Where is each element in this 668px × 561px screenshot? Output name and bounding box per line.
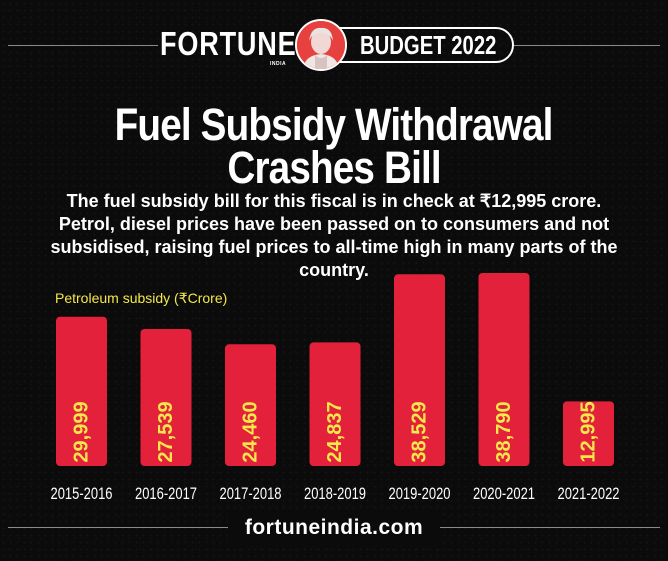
footer-url: fortuneindia.com xyxy=(244,516,424,539)
x-tick-label: 2021-2022 xyxy=(558,484,620,503)
x-tick-label: 2016-2017 xyxy=(135,484,197,503)
x-tick-label: 2020-2021 xyxy=(473,484,535,503)
header-rule-left xyxy=(8,45,158,46)
bar-2019-2020 xyxy=(394,274,445,466)
bar-value-label: 24,460 xyxy=(240,401,262,462)
bar-2017-2018 xyxy=(225,344,276,466)
x-tick-label: 2015-2016 xyxy=(51,484,113,503)
brand-logo: FORTUNE xyxy=(160,25,297,62)
x-tick-label: 2017-2018 xyxy=(220,484,282,503)
bar-value-label: 38,529 xyxy=(409,401,431,462)
portrait-image xyxy=(295,19,347,71)
x-tick-label: 2018-2019 xyxy=(304,484,366,503)
header-rule-right xyxy=(514,45,660,46)
bar-value-label: 12,995 xyxy=(578,401,600,462)
x-tick-label: 2019-2020 xyxy=(389,484,451,503)
chart-title-line1: Fuel Subsidy Withdrawal xyxy=(115,99,554,150)
bar-value-label: 38,790 xyxy=(493,401,515,462)
brand-sub: INDIA xyxy=(270,61,287,67)
bar-value-label: 27,539 xyxy=(155,401,177,462)
bar-2016-2017 xyxy=(140,328,192,466)
bar-2020-2021 xyxy=(478,272,530,466)
budget-badge-text: BUDGET 2022 xyxy=(360,30,497,60)
bar-value-label: 24,837 xyxy=(324,401,346,462)
footer-backdrop xyxy=(228,512,440,544)
chart-subtitle: The fuel subsidy bill for this fiscal is… xyxy=(50,191,618,280)
bar-2015-2016 xyxy=(56,316,107,466)
bar-2021-2022 xyxy=(563,401,614,466)
bar-value-label: 29,999 xyxy=(71,401,93,462)
chart-title-line2: Crashes Bill xyxy=(227,142,441,193)
y-axis-label: Petroleum subsidy (₹Crore) xyxy=(55,290,228,306)
bar-2018-2019 xyxy=(309,342,361,466)
